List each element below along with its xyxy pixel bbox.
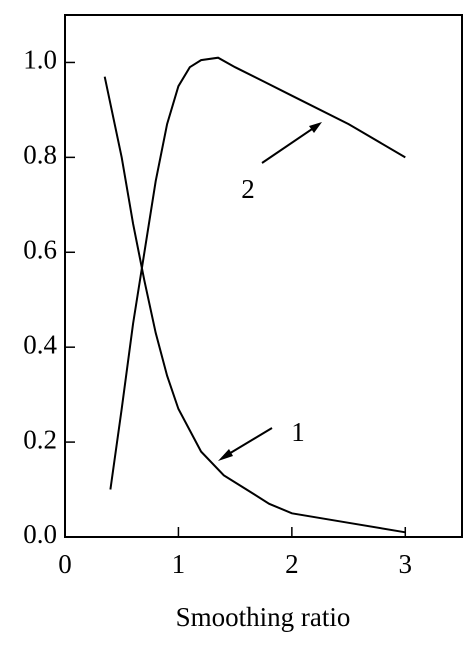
- plot-frame: [64, 14, 463, 538]
- series-label: 1: [291, 417, 305, 447]
- arrowhead: [218, 449, 233, 461]
- y-tick-label: 1.0: [23, 45, 57, 75]
- series-label: 2: [241, 174, 255, 204]
- x-axis-label: Smoothing ratio: [176, 602, 351, 632]
- line-series: [109, 56, 406, 490]
- y-tick-label: 0.4: [23, 329, 57, 359]
- arrow: [261, 124, 319, 164]
- x-tick-label: 2: [285, 549, 299, 579]
- x-tick-label: 3: [399, 549, 413, 579]
- y-tick-label: 0.2: [23, 424, 57, 454]
- arrowhead: [309, 122, 322, 133]
- y-tick-label: 0.8: [23, 140, 57, 170]
- line-series: [103, 76, 406, 534]
- x-tick-label: 1: [172, 549, 186, 579]
- y-tick-label: 0.0: [23, 519, 57, 549]
- x-tick-label: 0: [58, 549, 72, 579]
- y-tick-label: 0.6: [23, 234, 57, 264]
